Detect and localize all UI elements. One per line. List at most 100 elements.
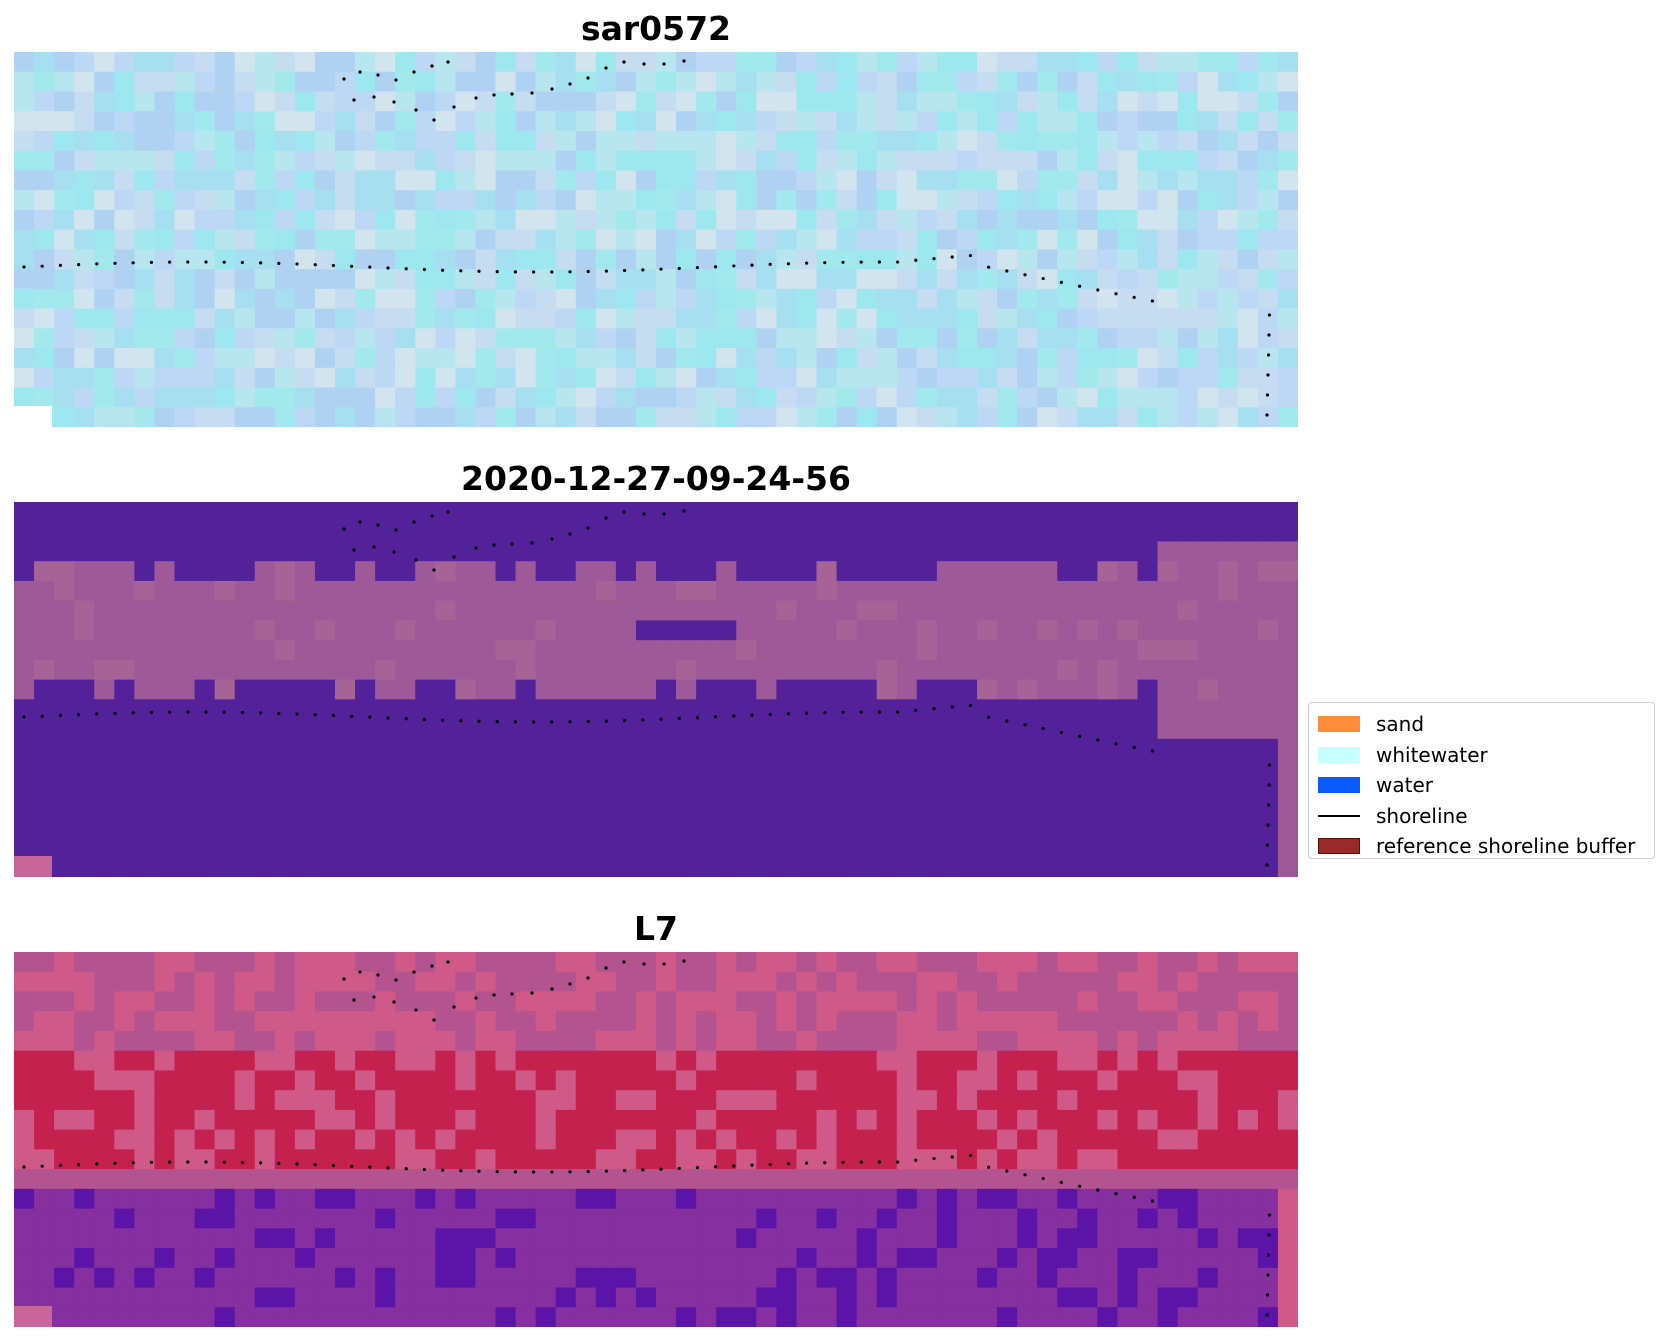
image-pixel (635, 229, 657, 250)
shoreline-point (532, 270, 536, 274)
image-pixel (515, 367, 537, 389)
image-pixel (1017, 1287, 1038, 1308)
shoreline-point (1041, 276, 1045, 281)
image-pixel (535, 600, 557, 622)
image-pixel (956, 170, 978, 191)
image-pixel (876, 620, 898, 641)
image-pixel (475, 798, 497, 819)
image-pixel (1277, 288, 1298, 310)
image-pixel (1237, 659, 1259, 681)
image-pixel (455, 561, 477, 582)
shoreline-point (113, 711, 117, 715)
image-pixel (595, 288, 617, 310)
image-pixel (74, 1248, 95, 1269)
image-pixel (656, 150, 677, 172)
image-pixel (375, 91, 396, 112)
panel-title-l7: L7 (634, 909, 678, 948)
image-pixel (1077, 1070, 1098, 1091)
image-pixel (635, 1307, 657, 1327)
image-pixel (174, 971, 196, 993)
image-pixel (977, 229, 998, 250)
image-pixel (515, 1109, 537, 1131)
image-pixel (435, 541, 456, 562)
image-pixel (676, 798, 697, 819)
image-pixel (14, 1109, 35, 1131)
shoreline-point (1266, 1253, 1271, 1257)
image-pixel (1217, 991, 1239, 1012)
image-pixel (1117, 1307, 1139, 1327)
image-pixel (234, 719, 256, 740)
image-pixel (1277, 857, 1298, 877)
image-pixel (1057, 580, 1078, 602)
image-pixel (1197, 1307, 1219, 1327)
shoreline-point (568, 532, 572, 536)
image-pixel (1097, 738, 1119, 760)
image-pixel (395, 328, 416, 349)
image-pixel (756, 111, 777, 132)
image-pixel (455, 1248, 477, 1269)
image-pixel (736, 1208, 757, 1229)
image-pixel (54, 52, 75, 73)
image-pixel (94, 758, 115, 779)
image-pixel (555, 580, 577, 602)
image-pixel (1197, 817, 1219, 839)
image-pixel (956, 1011, 978, 1032)
image-pixel (375, 1149, 396, 1170)
image-pixel (997, 1070, 1018, 1091)
image-pixel (916, 758, 938, 779)
image-pixel (114, 580, 135, 602)
image-pixel (956, 288, 978, 310)
image-pixel (535, 1050, 557, 1072)
image-pixel (756, 798, 777, 819)
shoreline-point (331, 713, 335, 718)
image-pixel (676, 778, 697, 799)
image-pixel (997, 758, 1018, 779)
image-pixel (816, 857, 838, 877)
image-pixel (896, 971, 918, 993)
image-pixel (94, 659, 115, 681)
image-pixel (1077, 91, 1098, 112)
image-pixel (74, 952, 95, 973)
image-pixel (796, 971, 818, 993)
image-pixel (1117, 719, 1139, 740)
image-pixel (34, 1267, 55, 1289)
image-pixel (455, 857, 477, 877)
image-pixel (475, 620, 497, 641)
reference-buffer-swatch (1318, 838, 1360, 855)
image-pixel (977, 778, 998, 799)
image-pixel (94, 209, 115, 231)
image-pixel (716, 1050, 737, 1072)
image-pixel (595, 837, 617, 858)
image-pixel (896, 190, 918, 211)
image-pixel (896, 817, 918, 839)
image-pixel (154, 407, 176, 427)
image-pixel (615, 991, 637, 1012)
image-pixel (716, 52, 737, 73)
image-pixel (1037, 971, 1058, 993)
image-pixel (214, 1030, 236, 1052)
image-pixel (696, 1307, 717, 1327)
image-pixel (94, 640, 115, 661)
image-pixel (916, 1208, 938, 1229)
image-pixel (94, 991, 115, 1012)
image-pixel (1257, 190, 1279, 211)
image-pixel (535, 798, 557, 819)
image-pixel (1217, 91, 1239, 112)
image-pixel (595, 1267, 617, 1289)
image-pixel (114, 150, 135, 172)
image-pixel (736, 328, 757, 349)
image-pixel (234, 837, 256, 858)
image-pixel (916, 778, 938, 799)
image-pixel (134, 407, 156, 427)
shoreline-point (550, 987, 554, 991)
image-pixel (1137, 209, 1159, 231)
image-pixel (174, 798, 196, 819)
shoreline-point (22, 265, 26, 269)
shoreline-point (394, 78, 398, 82)
image-pixel (234, 367, 256, 389)
image-pixel (455, 541, 477, 562)
image-pixel (856, 1169, 878, 1190)
image-pixel (535, 209, 557, 231)
image-pixel (335, 1307, 356, 1327)
image-pixel (796, 1011, 818, 1032)
